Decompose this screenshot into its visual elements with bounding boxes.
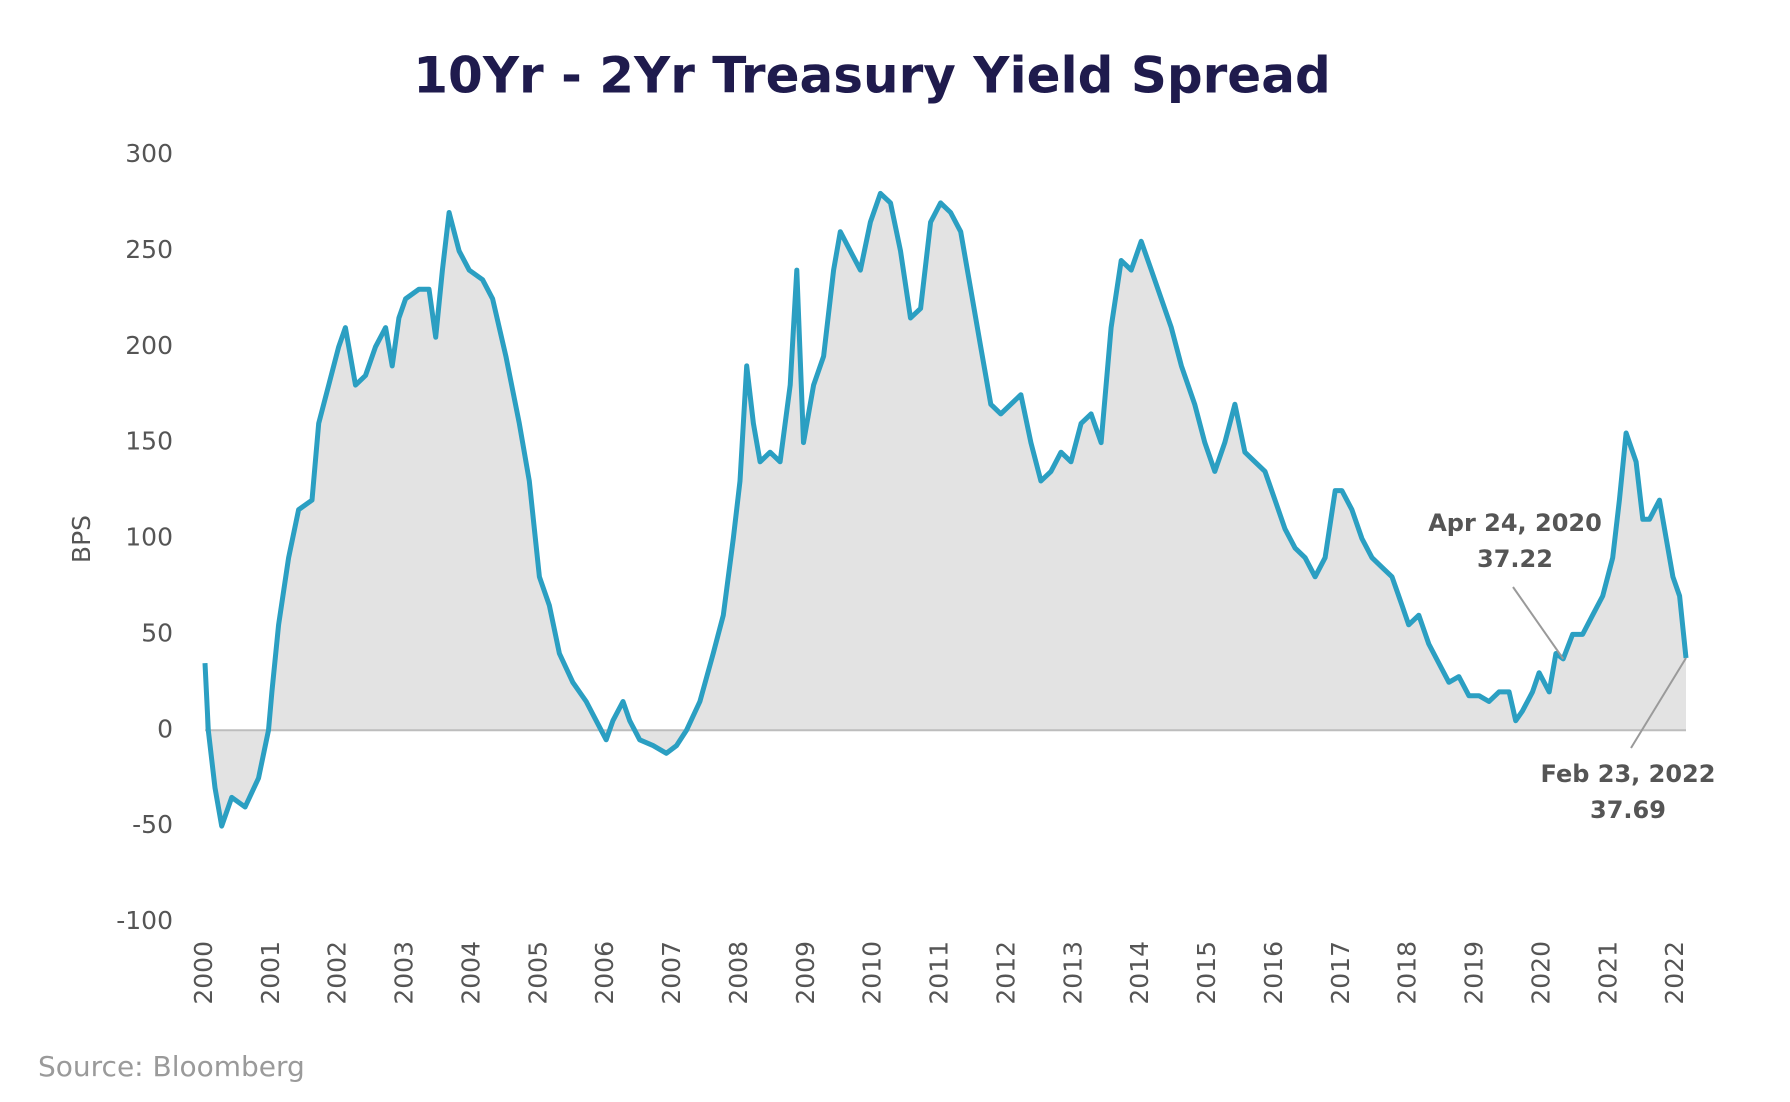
x-tick-label: 2012 [991,941,1020,1005]
chart-title: 10Yr - 2Yr Treasury Yield Spread [413,47,1331,105]
y-axis-label: BPS [67,515,96,563]
y-tick-label: 200 [125,331,173,360]
x-tick-label: 2004 [456,941,485,1005]
x-tick-label: 2009 [791,941,820,1005]
annotation-leader [1630,657,1687,749]
x-tick-label: 2010 [858,941,887,1005]
x-tick-label: 2005 [523,941,552,1005]
y-tick-label: 0 [157,714,173,743]
annotation-value: 37.69 [1590,796,1666,824]
x-tick-label: 2008 [724,941,753,1005]
x-tick-label: 2021 [1593,941,1622,1005]
x-tick-label: 2001 [256,941,285,1005]
source-note: Source: Bloomberg [38,1050,305,1083]
x-tick-label: 2017 [1326,941,1355,1005]
y-tick-label: 150 [125,427,173,456]
x-tick-label: 2000 [189,941,218,1005]
annotation-value: 37.22 [1477,545,1553,573]
x-tick-label: 2014 [1125,941,1154,1005]
x-tick-label: 2018 [1393,941,1422,1005]
annotation-date: Feb 23, 2022 [1541,760,1716,788]
x-tick-label: 2011 [925,941,954,1005]
annotation-date: Apr 24, 2020 [1428,509,1602,537]
y-tick-label: 250 [125,235,173,264]
x-tick-label: 2002 [323,941,352,1005]
x-tick-label: 2020 [1526,941,1555,1005]
line [202,190,1689,829]
x-tick-label: 2019 [1460,941,1489,1005]
x-tick-label: 2006 [590,941,619,1005]
x-tick-label: 2013 [1058,941,1087,1005]
y-tick-label: -50 [132,810,173,839]
x-tick-label: 2007 [657,941,686,1005]
x-tick-label: 2022 [1660,941,1689,1005]
y-tick-label: -100 [116,906,173,935]
area [205,193,1686,827]
x-tick-label: 2015 [1192,941,1221,1005]
y-tick-label: 300 [125,139,173,168]
y-tick-label: 50 [141,618,173,647]
x-tick-label: 2016 [1259,941,1288,1005]
y-tick-label: 100 [125,523,173,552]
annotation-leader [1512,586,1565,660]
x-tick-label: 2003 [390,941,419,1005]
